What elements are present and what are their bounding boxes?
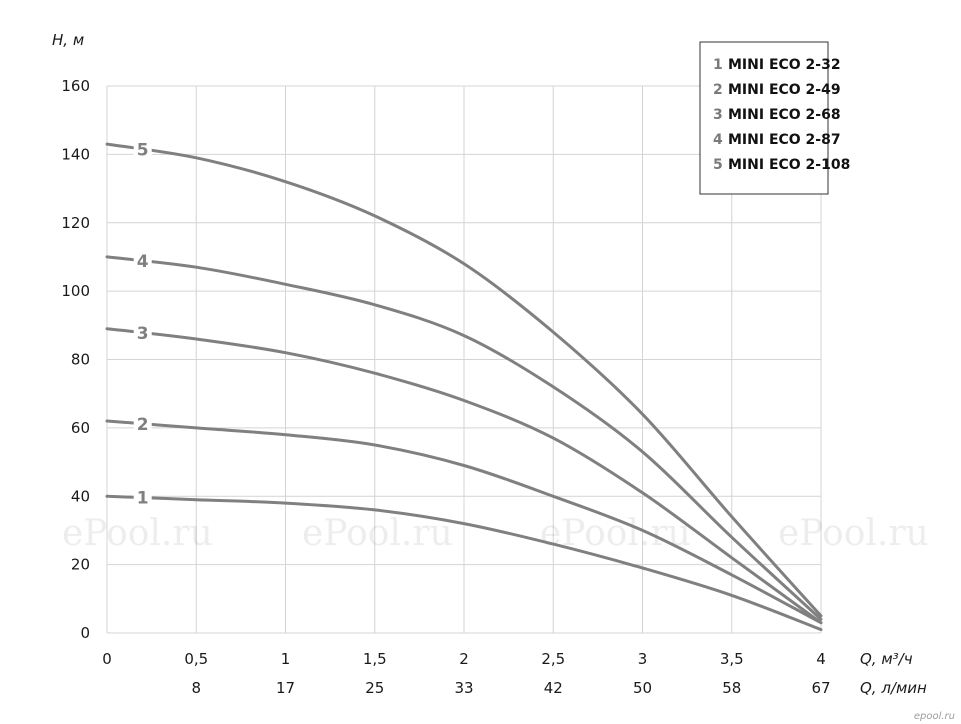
x2-tick-label: 17 bbox=[276, 679, 295, 697]
x2-tick-label: 67 bbox=[811, 679, 830, 697]
x-tick-label: 4 bbox=[816, 650, 826, 668]
curve-2 bbox=[105, 419, 823, 625]
x-tick-label: 2,5 bbox=[541, 650, 565, 668]
legend-index: 2 bbox=[713, 82, 723, 98]
y-axis-title: H, м bbox=[52, 31, 84, 49]
y-tick-label: 0 bbox=[80, 624, 90, 642]
y-tick-label: 140 bbox=[61, 145, 90, 163]
x-tick-label: 2 bbox=[459, 650, 469, 668]
legend-entry: MINI ECO 2-32 bbox=[728, 57, 841, 73]
x2-tick-label: 58 bbox=[722, 679, 741, 697]
x-tick-label: 3 bbox=[638, 650, 648, 668]
curve-number-label: 5 bbox=[137, 141, 149, 161]
curve-4 bbox=[105, 255, 823, 621]
curve-number-bg bbox=[133, 486, 152, 509]
curve-number-bg bbox=[133, 138, 152, 161]
curve-number-bg bbox=[133, 321, 152, 344]
watermark-text: ePool.ru bbox=[62, 513, 213, 554]
curve-number-label: 1 bbox=[137, 489, 149, 509]
x2-tick-label: 50 bbox=[633, 679, 652, 697]
curve-3 bbox=[105, 327, 823, 625]
y-tick-label: 120 bbox=[61, 214, 90, 232]
y-tick-label: 100 bbox=[61, 282, 90, 300]
y-tick-label: 60 bbox=[71, 419, 90, 437]
curve-1 bbox=[105, 494, 823, 632]
x-tick-label: 3,5 bbox=[720, 650, 744, 668]
x-tick-label: 0,5 bbox=[184, 650, 208, 668]
curve-number-bg bbox=[133, 250, 152, 273]
y-tick-label: 160 bbox=[61, 77, 90, 95]
legend-entry: MINI ECO 2-108 bbox=[728, 157, 850, 173]
curve-number-label: 3 bbox=[137, 324, 149, 344]
curve-5 bbox=[105, 142, 823, 618]
corner-watermark: epool.ru bbox=[914, 711, 955, 722]
curve-number-bg bbox=[133, 412, 152, 435]
x-tick-label: 1 bbox=[281, 650, 291, 668]
legend: 1 MINI ECO 2-32 2 MINI ECO 2-49 3 MINI ECO 2-… bbox=[699, 41, 955, 722]
x-tick-label: 1,5 bbox=[363, 650, 387, 668]
y-tick-label: 80 bbox=[71, 351, 90, 369]
legend-box bbox=[699, 41, 829, 195]
legend-index: 1 bbox=[713, 57, 723, 73]
legend-entry: MINI ECO 2-68 bbox=[728, 107, 841, 123]
watermark-text: ePool.ru bbox=[302, 513, 453, 554]
curve-number-label: 2 bbox=[137, 415, 149, 435]
legend-index: 3 bbox=[713, 107, 723, 123]
x2-tick-label: 33 bbox=[454, 679, 473, 697]
legend-entry: MINI ECO 2-87 bbox=[728, 132, 841, 148]
axes: 0 20 40 60 80 100 120 140 160 0 0,5 1 1,5 2 2,5 3 3,5 4 8 1… bbox=[52, 31, 927, 697]
x2-tick-label: 8 bbox=[191, 679, 201, 697]
x-tick-label: 0 bbox=[102, 650, 112, 668]
y-tick-label: 40 bbox=[71, 487, 90, 505]
legend-index: 4 bbox=[713, 132, 723, 148]
x-axis-title: Q, м³/ч bbox=[860, 650, 913, 668]
watermarks: ePool.ru ePool.ru ePool.ru ePool.ru bbox=[62, 513, 929, 554]
curve-number-label: 4 bbox=[137, 252, 149, 272]
x2-axis-title: Q, л/мин bbox=[860, 679, 927, 697]
legend-index: 5 bbox=[713, 157, 723, 173]
x2-tick-label: 25 bbox=[365, 679, 384, 697]
x2-tick-label: 42 bbox=[544, 679, 563, 697]
grid bbox=[106, 85, 822, 634]
y-tick-label: 20 bbox=[71, 556, 90, 574]
curves: 1 2 3 4 5 bbox=[105, 138, 823, 632]
watermark-text: ePool.ru bbox=[778, 513, 929, 554]
legend-entry: MINI ECO 2-49 bbox=[728, 82, 841, 98]
